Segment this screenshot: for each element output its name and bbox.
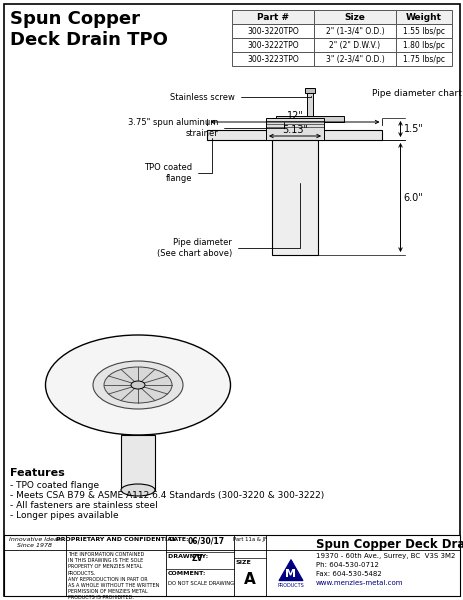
- Text: SIZE: SIZE: [236, 560, 251, 565]
- Text: - Longer pipes available: - Longer pipes available: [10, 511, 119, 520]
- Bar: [232, 24, 313, 38]
- Bar: [207, 130, 382, 140]
- Bar: [313, 24, 395, 38]
- Ellipse shape: [93, 361, 182, 409]
- Text: Spun Copper Deck Drain TPO: Spun Copper Deck Drain TPO: [315, 538, 463, 551]
- Text: Part #: Part #: [257, 13, 288, 22]
- Text: Ph: 604-530-0712: Ph: 604-530-0712: [315, 562, 378, 568]
- Text: Pipe diameter
(See chart above): Pipe diameter (See chart above): [156, 183, 300, 258]
- Text: - All fasteners are stainless steel: - All fasteners are stainless steel: [10, 501, 157, 510]
- Text: 300-3223TPO: 300-3223TPO: [247, 55, 298, 64]
- Text: Size: Size: [344, 13, 365, 22]
- Bar: [304, 88, 314, 93]
- Bar: [232, 10, 313, 24]
- Text: 1.75 lbs/pc: 1.75 lbs/pc: [402, 55, 444, 64]
- Text: Fax: 604-530-5482: Fax: 604-530-5482: [315, 571, 381, 577]
- Text: Features: Features: [10, 468, 65, 478]
- Text: Part 11a & JF: Part 11a & JF: [232, 537, 266, 542]
- Bar: [313, 38, 395, 52]
- Bar: [313, 10, 395, 24]
- Text: THE INFORMATION CONTAINED
IN THIS DRAWING IS THE SOLE
PROPERTY OF MENZIES METAL
: THE INFORMATION CONTAINED IN THIS DRAWIN…: [68, 552, 159, 600]
- Text: - Meets CSA B79 & ASME A112.6.4 Standards (300-3220 & 300-3222): - Meets CSA B79 & ASME A112.6.4 Standard…: [10, 491, 324, 500]
- Text: Innovative Ideas Since 1978: Innovative Ideas Since 1978: [9, 537, 61, 548]
- Text: PROPRIETARY AND CONFIDENTIAL: PROPRIETARY AND CONFIDENTIAL: [56, 537, 175, 542]
- Ellipse shape: [121, 484, 155, 496]
- Text: 1.5": 1.5": [403, 124, 422, 134]
- Text: DATE:: DATE:: [168, 537, 188, 542]
- Text: A: A: [244, 572, 255, 587]
- Text: 3" (2-3/4" O.D.): 3" (2-3/4" O.D.): [325, 55, 383, 64]
- Bar: [121, 435, 155, 490]
- Bar: [313, 52, 395, 66]
- Text: Stainless screw: Stainless screw: [170, 92, 310, 101]
- Bar: [395, 38, 451, 52]
- Text: 300-3222TPO: 300-3222TPO: [247, 41, 298, 50]
- Bar: [395, 10, 451, 24]
- Bar: [271, 140, 317, 255]
- Text: 1.80 lbs/pc: 1.80 lbs/pc: [402, 41, 444, 50]
- Text: TPO coated
flange: TPO coated flange: [144, 138, 212, 182]
- Text: 5.13": 5.13": [282, 125, 307, 135]
- Text: PRODUCTS: PRODUCTS: [277, 583, 304, 587]
- Text: 12": 12": [286, 111, 303, 121]
- Bar: [307, 88, 313, 116]
- Text: 19370 - 60th Ave., Surrey, BC  V3S 3M2: 19370 - 60th Ave., Surrey, BC V3S 3M2: [315, 553, 454, 559]
- Text: COMMENT:: COMMENT:: [168, 571, 206, 575]
- Text: DRAWN BY:: DRAWN BY:: [168, 554, 208, 559]
- Text: 2" (1-3/4" O.D.): 2" (1-3/4" O.D.): [325, 26, 383, 35]
- Text: Weight: Weight: [405, 13, 441, 22]
- Text: Spun Copper
Deck Drain TPO: Spun Copper Deck Drain TPO: [10, 10, 168, 49]
- Text: 2" (2" D.W.V.): 2" (2" D.W.V.): [329, 41, 380, 50]
- Text: 06/30/17: 06/30/17: [188, 537, 225, 546]
- Bar: [395, 52, 451, 66]
- Bar: [265, 118, 323, 140]
- Ellipse shape: [131, 381, 144, 389]
- Text: www.menzies-metal.com: www.menzies-metal.com: [315, 580, 403, 586]
- Text: - TPO coated flange: - TPO coated flange: [10, 481, 99, 490]
- Text: 1.55 lbs/pc: 1.55 lbs/pc: [402, 26, 444, 35]
- Bar: [4, 535, 459, 596]
- Text: ZV: ZV: [192, 554, 203, 563]
- Polygon shape: [278, 560, 302, 581]
- Ellipse shape: [104, 367, 172, 403]
- Bar: [232, 52, 313, 66]
- Bar: [232, 38, 313, 52]
- Ellipse shape: [45, 335, 230, 435]
- Text: 6.0": 6.0": [403, 193, 422, 203]
- Text: 300-3220TPO: 300-3220TPO: [247, 26, 298, 35]
- Text: 3.75" spun aluminum
strainer: 3.75" spun aluminum strainer: [127, 118, 283, 138]
- Text: DO NOT SCALE DRAWING: DO NOT SCALE DRAWING: [168, 581, 234, 586]
- Text: M: M: [285, 569, 296, 578]
- Text: Pipe diameter chart: Pipe diameter chart: [371, 89, 461, 98]
- Bar: [395, 24, 451, 38]
- Bar: [275, 116, 343, 122]
